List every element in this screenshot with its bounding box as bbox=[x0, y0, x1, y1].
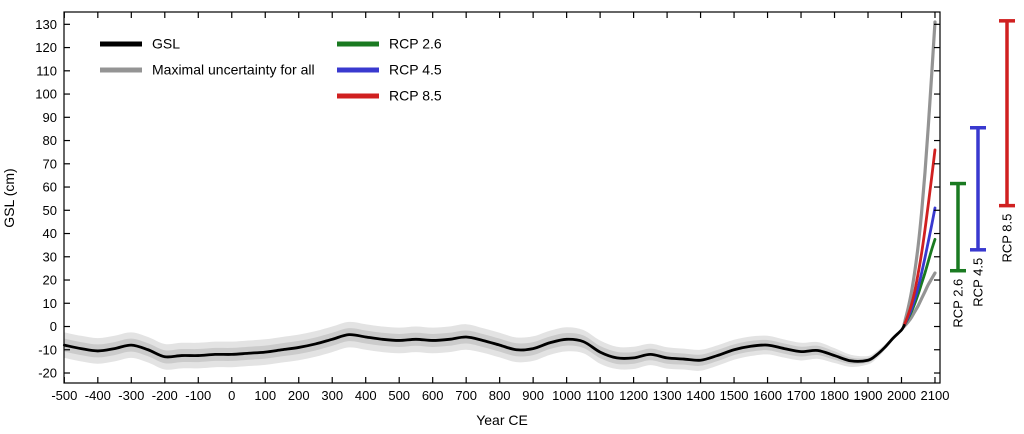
x-tick-label: 1600 bbox=[753, 388, 782, 403]
gsl-line bbox=[62, 323, 906, 363]
gsl-inner-uncertainty-band bbox=[64, 324, 905, 366]
legend-label: RCP 8.5 bbox=[389, 88, 442, 104]
plot-border bbox=[63, 11, 941, 384]
x-tick-label: 200 bbox=[288, 388, 310, 403]
legend-item-gsl: GSL bbox=[100, 36, 180, 52]
error-bar-rcp-4-5 bbox=[970, 126, 986, 252]
y-tick-label: 20 bbox=[43, 273, 57, 288]
x-tick-label: 600 bbox=[422, 388, 444, 403]
y-tick-label: 40 bbox=[43, 226, 57, 241]
x-tick-label: 300 bbox=[321, 388, 343, 403]
legend-label: Maximal uncertainty for all bbox=[152, 62, 315, 78]
x-tick-label: 500 bbox=[388, 388, 410, 403]
legend-item-maximal-uncertainty-for-all: Maximal uncertainty for all bbox=[100, 62, 315, 78]
plot-frame bbox=[63, 11, 941, 384]
x-tick-label: 2000 bbox=[887, 388, 916, 403]
y-tick-label: 120 bbox=[35, 40, 57, 55]
error-bar-label: RCP 8.5 bbox=[1000, 214, 1015, 263]
x-tick-labels: -500 -400 -300 -200 -100 0 100 200 300 400 500 600 7… bbox=[51, 388, 949, 403]
envelope-upper-line bbox=[902, 20, 937, 326]
error-bar-label: RCP 4.5 bbox=[971, 258, 986, 307]
legend-label: RCP 2.6 bbox=[389, 36, 442, 52]
x-tick-label: 800 bbox=[489, 388, 511, 403]
x-tick-label: 0 bbox=[228, 388, 235, 403]
x-tick-label: 1900 bbox=[854, 388, 883, 403]
x-tick-label: 1500 bbox=[720, 388, 749, 403]
legend-item-rcp-2-6: RCP 2.6 bbox=[337, 36, 442, 52]
y-tick-label: 100 bbox=[35, 87, 57, 102]
y-tick-label: 10 bbox=[43, 296, 57, 311]
y-axis-title: GSL (cm) bbox=[1, 168, 17, 228]
x-tick-label: 1300 bbox=[653, 388, 682, 403]
rcp-projection-lines bbox=[902, 148, 937, 327]
error-bar-rcp-8-5 bbox=[999, 19, 1015, 208]
rcp-2100-error-bars: RCP 2.6 RCP 4.5 RCP 8.5 bbox=[950, 19, 1015, 328]
y-tick-label: 90 bbox=[43, 110, 57, 125]
x-tick-label: -200 bbox=[152, 388, 178, 403]
legend-item-rcp-4-5: RCP 4.5 bbox=[337, 62, 442, 78]
x-tick-label: 100 bbox=[254, 388, 276, 403]
y-tick-labels: -20 -10 0 10 20 30 40 50 60 70 80 90 100 110 120 130 bbox=[35, 17, 57, 381]
error-bar-label: RCP 2.6 bbox=[951, 279, 966, 328]
x-tick-label: -500 bbox=[51, 388, 77, 403]
y-tick-label: -10 bbox=[38, 342, 57, 357]
y-tick-label: 0 bbox=[50, 319, 57, 334]
x-tick-label: 1800 bbox=[820, 388, 849, 403]
x-tick-label: -300 bbox=[118, 388, 144, 403]
x-tick-label: 2100 bbox=[921, 388, 950, 403]
x-axis-title: Year CE bbox=[476, 412, 528, 428]
x-tick-label: 1100 bbox=[586, 388, 614, 403]
x-tick-label: 1700 bbox=[787, 388, 816, 403]
y-tick-label: 80 bbox=[43, 133, 57, 148]
x-tick-label: 1000 bbox=[552, 388, 581, 403]
x-tick-label: 400 bbox=[355, 388, 377, 403]
y-tick-label: 30 bbox=[43, 249, 57, 264]
y-tick-label: -20 bbox=[38, 366, 57, 381]
x-tick-label: 700 bbox=[455, 388, 477, 403]
x-tick-label: 900 bbox=[522, 388, 544, 403]
projection-envelope bbox=[902, 20, 937, 329]
uncertainty-bands bbox=[64, 321, 905, 371]
y-tick-label: 110 bbox=[36, 63, 57, 78]
legend-item-rcp-8-5: RCP 8.5 bbox=[337, 88, 442, 104]
y-tick-label: 130 bbox=[35, 17, 57, 32]
rcp85-line bbox=[902, 148, 937, 327]
x-tick-label: 1200 bbox=[619, 388, 648, 403]
error-bar-rcp-2-6 bbox=[950, 181, 966, 273]
x-tick-label: 1400 bbox=[686, 388, 715, 403]
x-tick-label: -100 bbox=[185, 388, 211, 403]
legend: GSL Maximal uncertainty for all RCP 2.6 RCP… bbox=[100, 36, 442, 104]
legend-label: GSL bbox=[152, 36, 180, 52]
legend-label: RCP 4.5 bbox=[389, 62, 442, 78]
y-tick-label: 70 bbox=[43, 156, 57, 171]
x-tick-label: -400 bbox=[85, 388, 111, 403]
y-tick-label: 60 bbox=[43, 180, 57, 195]
y-tick-label: 50 bbox=[43, 203, 57, 218]
envelope-lower-line bbox=[902, 271, 937, 329]
